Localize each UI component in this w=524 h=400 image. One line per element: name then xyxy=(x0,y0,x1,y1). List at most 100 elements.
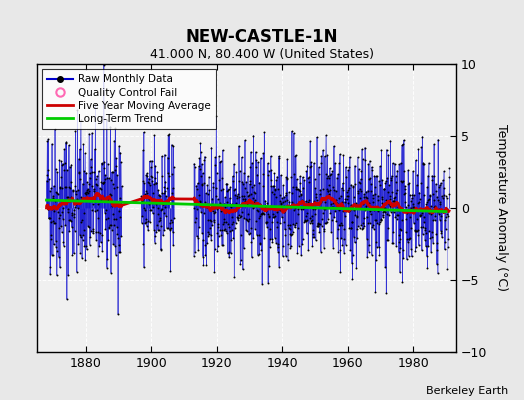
Point xyxy=(383,211,391,217)
Point xyxy=(287,243,295,249)
Point xyxy=(149,197,158,203)
Point xyxy=(57,223,65,229)
Point xyxy=(255,232,263,238)
Point xyxy=(99,180,107,187)
Point xyxy=(45,215,53,221)
Point xyxy=(228,213,236,220)
Point xyxy=(48,251,56,258)
Point xyxy=(309,231,317,238)
Point xyxy=(358,156,367,162)
Point xyxy=(223,188,231,194)
Point xyxy=(117,183,126,190)
Point xyxy=(96,239,105,246)
Point xyxy=(308,217,316,223)
Point xyxy=(289,220,298,227)
Point xyxy=(59,216,67,222)
Point xyxy=(369,199,377,205)
Point xyxy=(389,229,398,235)
Point xyxy=(379,212,387,219)
Point xyxy=(73,199,81,205)
Point xyxy=(318,216,326,222)
Point xyxy=(212,170,221,176)
Point xyxy=(74,187,82,193)
Point xyxy=(58,229,66,236)
Point xyxy=(139,241,148,247)
Point xyxy=(268,238,277,245)
Point xyxy=(231,192,239,198)
Point xyxy=(69,206,78,213)
Point xyxy=(432,246,441,253)
Point xyxy=(84,223,92,229)
Point xyxy=(440,185,448,191)
Point xyxy=(440,192,449,199)
Point xyxy=(228,219,237,225)
Point xyxy=(90,168,99,175)
Point xyxy=(263,219,271,225)
Point xyxy=(434,208,443,215)
Point xyxy=(276,206,284,213)
Point xyxy=(224,250,232,256)
Point xyxy=(315,191,324,198)
Point xyxy=(275,155,283,161)
Point xyxy=(76,250,84,256)
Point xyxy=(356,188,365,194)
Point xyxy=(324,188,332,194)
Point xyxy=(379,208,388,214)
Point xyxy=(255,179,264,186)
Point xyxy=(422,207,430,213)
Point xyxy=(271,194,280,200)
Point xyxy=(232,169,241,175)
Point xyxy=(305,219,314,226)
Point xyxy=(206,205,214,211)
Point xyxy=(217,232,225,238)
Point xyxy=(436,199,444,205)
Point xyxy=(319,147,327,153)
Point xyxy=(263,224,271,230)
Point xyxy=(427,203,435,210)
Point xyxy=(435,211,443,218)
Point xyxy=(363,254,372,260)
Point xyxy=(168,171,176,177)
Point xyxy=(323,188,332,194)
Point xyxy=(402,256,411,262)
Point xyxy=(53,191,62,197)
Point xyxy=(292,220,300,227)
Point xyxy=(374,196,382,203)
Point xyxy=(110,222,118,228)
Point xyxy=(196,149,205,156)
Point xyxy=(238,179,247,185)
Point xyxy=(155,192,163,199)
Point xyxy=(237,256,245,263)
Point xyxy=(336,269,345,275)
Point xyxy=(402,215,411,222)
Point xyxy=(249,235,257,242)
Point xyxy=(388,188,396,195)
Point xyxy=(310,233,319,240)
Point xyxy=(326,210,334,216)
Point xyxy=(233,214,242,221)
Point xyxy=(261,207,270,214)
Point xyxy=(243,227,251,234)
Point xyxy=(197,209,205,215)
Point xyxy=(116,159,125,165)
Point xyxy=(225,224,233,230)
Point xyxy=(95,185,104,191)
Point xyxy=(160,190,168,196)
Point xyxy=(288,199,297,205)
Point xyxy=(200,209,208,216)
Point xyxy=(204,232,213,239)
Point xyxy=(364,242,373,248)
Point xyxy=(100,158,108,165)
Point xyxy=(149,204,157,210)
Point xyxy=(227,221,236,227)
Point xyxy=(403,239,412,246)
Point xyxy=(257,155,265,161)
Point xyxy=(152,180,160,186)
Point xyxy=(418,210,426,217)
Point xyxy=(420,219,429,225)
Point xyxy=(307,159,315,166)
Point xyxy=(115,143,123,149)
Point xyxy=(63,194,72,200)
Point xyxy=(243,200,251,207)
Point xyxy=(198,181,206,188)
